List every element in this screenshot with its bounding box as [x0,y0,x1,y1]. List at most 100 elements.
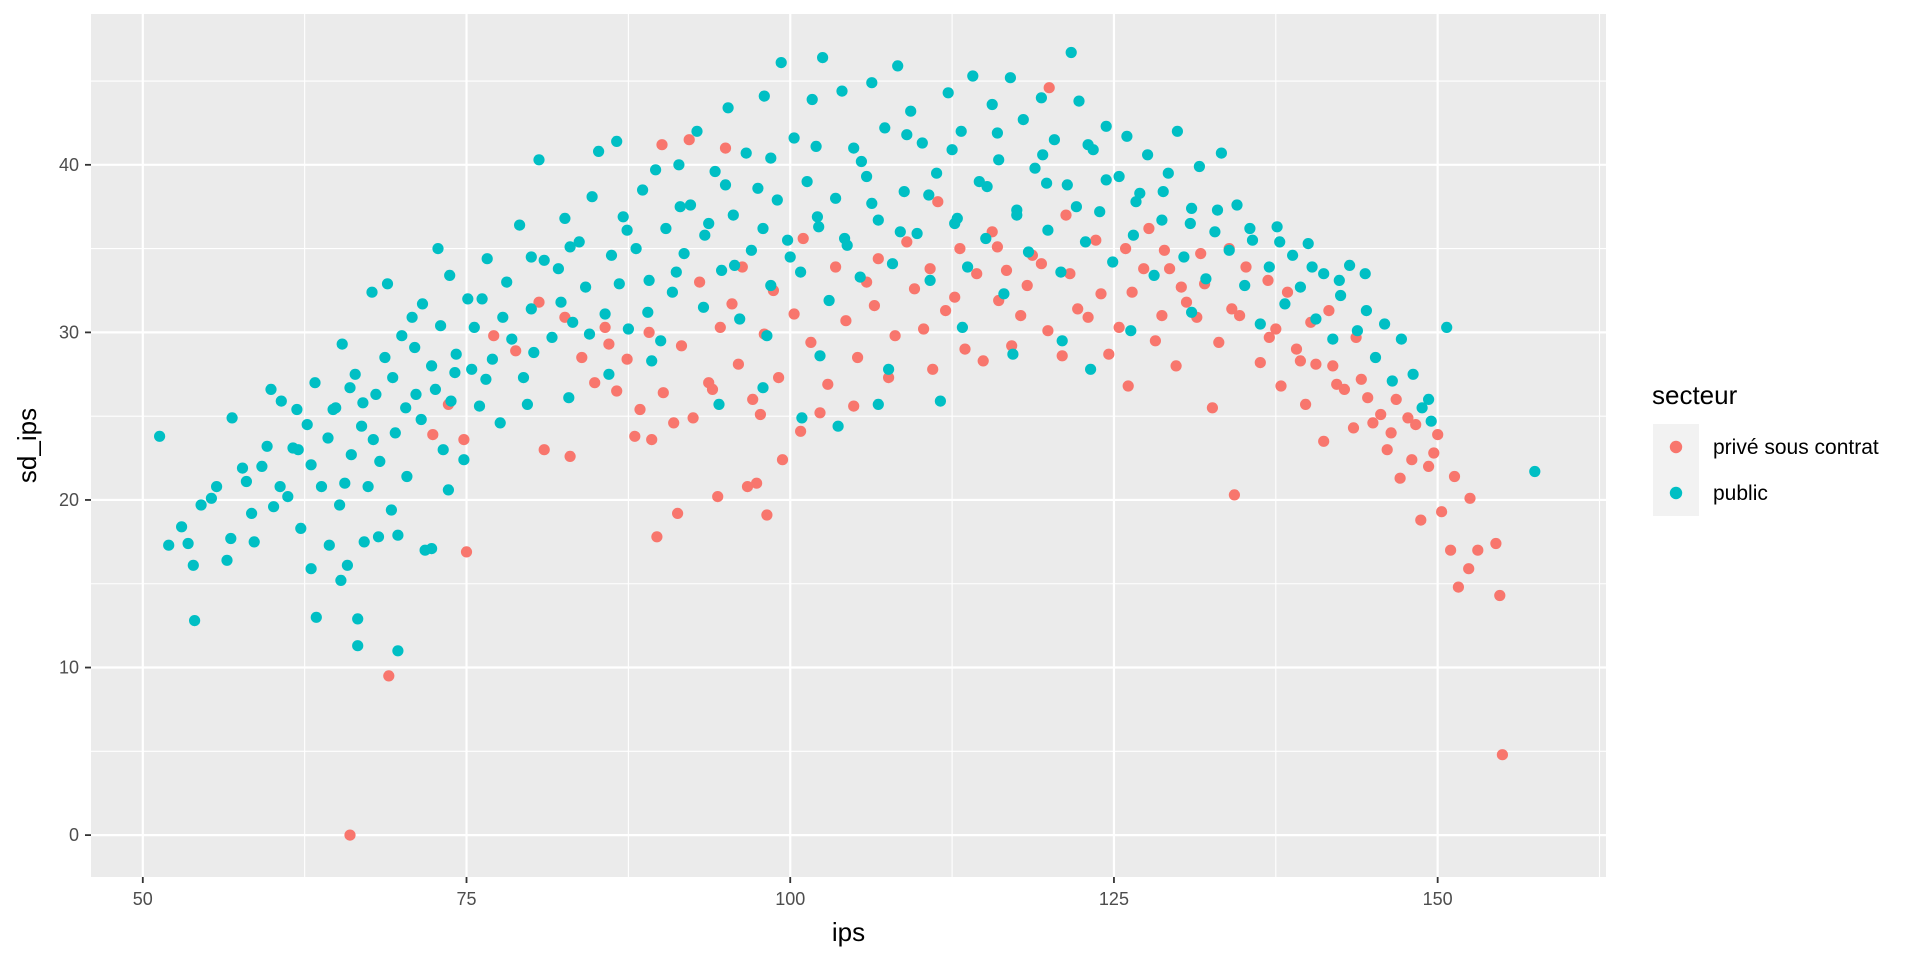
data-point [564,450,576,462]
data-point [538,254,550,266]
data-point [1186,306,1198,318]
data-point [240,475,252,488]
data-point [814,350,826,362]
data-point [187,559,199,571]
data-point [589,377,601,389]
data-point [622,323,635,335]
data-point [761,509,773,521]
data-point [1186,202,1198,214]
data-point [1369,351,1382,364]
data-point [643,274,655,286]
data-point [991,241,1004,253]
data-point [668,417,680,429]
data-point [776,454,789,466]
data-point [1318,435,1330,447]
data-point [435,320,447,332]
x-tick-label: 150 [1423,889,1453,909]
x-tick-label: 75 [456,889,476,909]
data-point [322,432,334,444]
data-point [362,481,374,493]
data-point [1290,343,1303,355]
data-point [458,454,470,466]
data-point [879,122,891,134]
data-point [1060,209,1072,221]
data-point [852,351,864,364]
data-point [699,229,711,241]
data-point [1302,238,1314,250]
data-point [396,330,408,342]
data-point [784,251,796,263]
data-point [1042,325,1054,337]
data-point [389,427,401,439]
data-point [694,276,706,288]
data-point [801,176,813,188]
data-point [1037,149,1049,161]
data-point [656,139,668,151]
data-point [911,227,923,240]
data-point [1375,408,1387,421]
data-point [1000,264,1013,276]
data-point [593,145,605,157]
data-point [1300,398,1312,410]
data-point [650,164,662,176]
data-point [1275,380,1287,392]
data-point [1416,402,1428,414]
data-point [1490,537,1502,550]
data-point [886,258,899,270]
data-point [932,196,944,208]
data-point [1143,222,1155,235]
data-point [752,182,764,194]
data-point [323,539,335,551]
data-point [1410,419,1422,431]
data-point [1065,46,1077,59]
data-point [651,531,663,543]
data-point [352,640,364,652]
data-point [1157,186,1169,198]
data-point [1213,336,1225,348]
data-point [757,222,769,235]
data-point [445,395,457,407]
series-public [154,46,1541,657]
data-point [712,491,724,503]
data-point [372,531,385,543]
data-point [599,321,611,333]
data-point [942,87,954,99]
data-point [1254,357,1266,369]
y-tick-label: 30 [59,322,79,342]
data-point [559,212,571,224]
data-point [1344,259,1356,271]
series-prive-sous-contrat [344,82,1508,841]
data-point [1428,447,1440,459]
data-point [684,199,697,211]
data-point [959,343,971,355]
data-point [998,288,1010,300]
data-point [971,268,983,280]
data-point [732,358,745,370]
data-point [872,253,884,265]
data-point [248,536,260,548]
data-point [836,85,848,97]
data-point [1073,95,1085,107]
data-point [814,407,826,419]
data-point [670,266,682,278]
data-point [182,537,194,550]
data-point [1306,261,1318,273]
data-point [901,129,913,141]
data-point [805,336,817,348]
data-point [449,367,461,379]
data-point [1215,147,1227,159]
data-point [868,300,881,312]
data-point [823,294,835,307]
data-point [1263,261,1275,273]
data-point [1351,325,1363,337]
data-point [691,125,703,137]
data-point [1094,206,1106,218]
data-point [1402,412,1414,424]
data-point [806,93,818,106]
data-point [703,217,715,230]
data-point [1021,279,1033,292]
data-point [1274,236,1286,248]
data-point [687,412,699,424]
data-point [734,313,746,325]
data-point [429,383,441,395]
